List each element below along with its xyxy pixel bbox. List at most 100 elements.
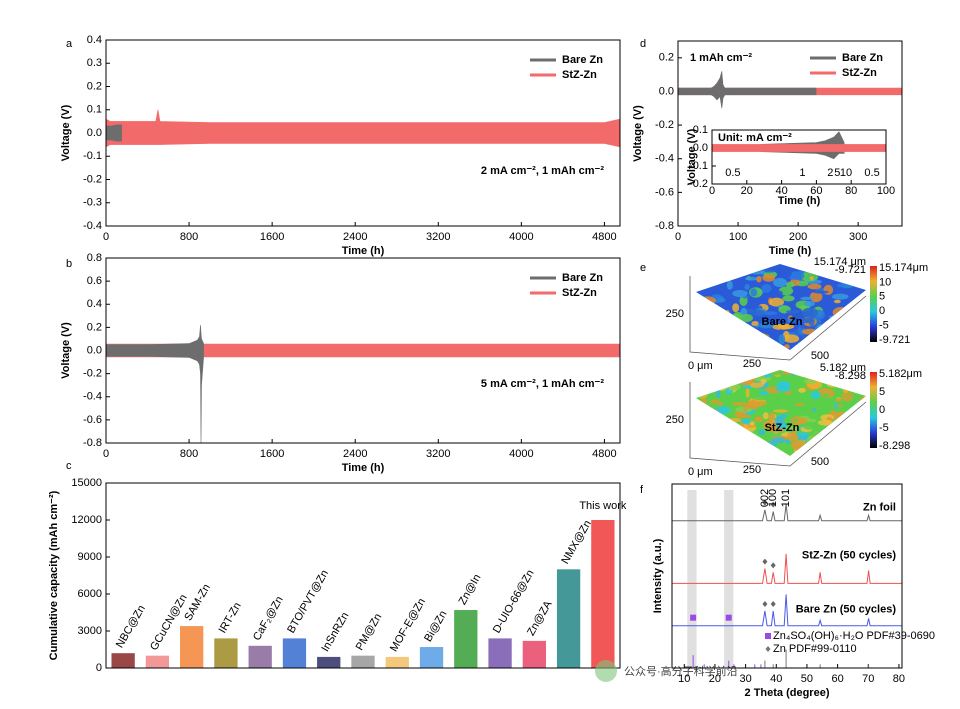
surface-patch: [776, 424, 788, 429]
bar: [214, 638, 238, 668]
surface-axis-label: 250: [743, 358, 761, 370]
peak-marker: [770, 501, 776, 508]
plot-frame: [105, 482, 621, 669]
surface-patch: [782, 295, 795, 302]
surface-patch: [749, 421, 755, 426]
x-tick-label: 0: [675, 231, 681, 243]
surface-patch: [823, 284, 834, 295]
x-tick-label: 70: [862, 673, 874, 685]
surface-patch: [823, 393, 829, 397]
x-tick-label: 3200: [426, 448, 450, 460]
y-tick-label: 0.2: [87, 321, 102, 333]
colorbar-label: 5.182μm: [879, 368, 922, 380]
y-axis-label: Voltage (V): [60, 104, 72, 161]
bar: [488, 638, 512, 668]
y-tick-label: 15000: [71, 477, 102, 489]
legend-label: Bare Zn: [842, 52, 883, 64]
y-tick-label: -0.1: [689, 160, 708, 172]
surface-label: StZ-Zn: [765, 422, 800, 434]
surface-axis-label: 250: [666, 308, 684, 320]
rate-label: 1: [799, 167, 805, 179]
surface-patch: [744, 276, 758, 281]
y-tick-label: 3000: [78, 625, 102, 637]
surface-patch: [760, 378, 767, 384]
bar: [248, 645, 272, 668]
bar: [385, 656, 409, 668]
surface-axis: [689, 382, 867, 467]
x-tick-label: 0: [709, 185, 715, 197]
y-tick-label: 9000: [78, 551, 102, 563]
y-axis-label: Voltage (V): [632, 105, 644, 162]
panel-letter: e: [640, 262, 646, 274]
surface-patch: [784, 390, 793, 396]
surface-patch: [785, 309, 800, 314]
y-tick-label: -0.2: [83, 368, 102, 380]
x-tick-label: 0: [103, 448, 109, 460]
surface-patch: [778, 323, 795, 330]
surface-patch: [811, 426, 819, 437]
surface-patch: [744, 284, 750, 290]
surface-range-label: 15.174 μm: [814, 256, 866, 268]
y-tick-label: 0.6: [87, 275, 102, 287]
surface-patch: [784, 426, 799, 431]
peak-label: 100: [767, 489, 779, 507]
surface-axis-label: 500: [811, 350, 829, 362]
x-tick-label: 60: [810, 185, 822, 197]
surface-patch: [788, 271, 805, 281]
plot-frame: [677, 40, 903, 227]
bar: [522, 640, 546, 668]
surface-patch: [802, 307, 819, 318]
peak-marker: [770, 562, 776, 569]
x-tick-label: 2400: [343, 448, 367, 460]
surface-patch: [786, 281, 795, 288]
y-tick-label: -0.4: [83, 220, 102, 232]
voltage-band: [105, 124, 122, 142]
surface-patch: [750, 382, 765, 388]
trace-label: Zn foil: [863, 502, 896, 514]
x-tick-label: 800: [180, 231, 198, 243]
y-axis-label: Intensity (a.u.): [652, 538, 664, 613]
surface-label: Bare Zn: [762, 316, 803, 328]
surface-patch: [810, 390, 821, 399]
surface-patch: [774, 415, 785, 425]
y-tick-label: -0.1: [83, 150, 102, 162]
x-tick-label: 4800: [592, 231, 616, 243]
y-axis-label: Cumulative capacity (mAh cm⁻²): [48, 490, 60, 660]
surface-patch: [836, 400, 843, 406]
y-tick-label: 12000: [71, 514, 102, 526]
x-tick-label: 10: [678, 673, 690, 685]
surface-patch: [759, 391, 769, 396]
annotation: 1 mAh cm⁻²: [690, 52, 752, 64]
rate-label: 0.5: [725, 167, 740, 179]
peak-label: 002: [759, 489, 771, 507]
surface-patch: [715, 389, 721, 399]
y-tick-label: 0.0: [87, 127, 102, 139]
surface-patch: [841, 391, 854, 402]
plot-frame: [711, 129, 887, 185]
surface-axis-label: 500: [811, 456, 829, 468]
surface-patch: [762, 274, 775, 282]
panel-letter: a: [66, 38, 73, 50]
colorbar-label: -5: [879, 422, 889, 434]
surface-patch: [775, 386, 791, 392]
x-tick-label: 100: [729, 231, 747, 243]
surface-axis-label: 250: [743, 464, 761, 476]
y-tick-label: -0.6: [655, 186, 674, 198]
bar: [556, 569, 581, 668]
surface-patch: [763, 420, 777, 431]
surface-patch: [794, 403, 805, 407]
x-tick-label: 80: [893, 673, 905, 685]
surface-axis: [689, 276, 867, 361]
x-tick-label: 200: [789, 231, 807, 243]
x-tick-label: 40: [770, 673, 782, 685]
rate-label: 5: [834, 167, 840, 179]
surface-patch: [817, 419, 833, 426]
plot-frame: [671, 483, 903, 669]
x-tick-label: 2400: [343, 231, 367, 243]
surface-patch: [758, 322, 774, 329]
phase-marker: [690, 614, 697, 621]
surface-patch: [796, 417, 808, 425]
x-tick-label: 80: [845, 185, 857, 197]
surface-patch: [746, 399, 760, 410]
surface-range-label: -8.298: [835, 370, 866, 382]
